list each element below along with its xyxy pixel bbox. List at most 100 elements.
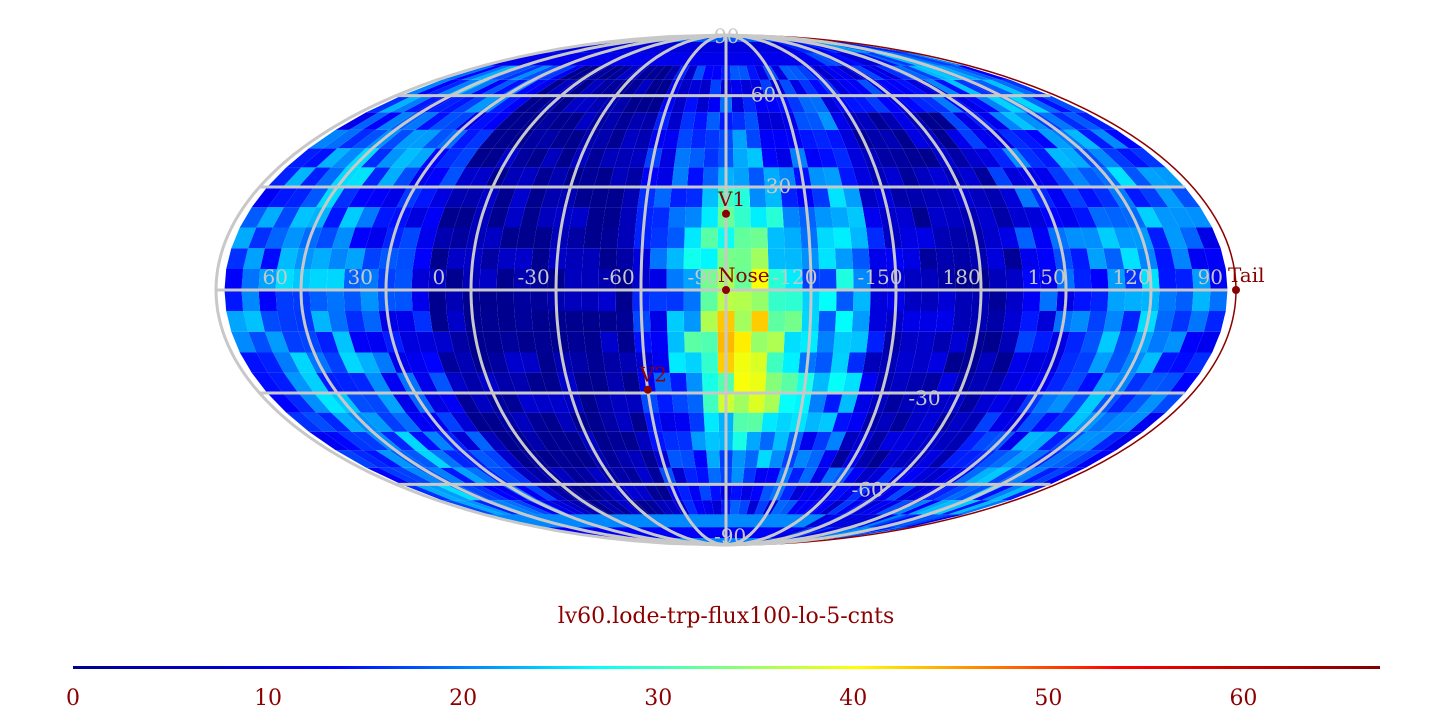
intensity-cell [573, 112, 598, 130]
intensity-cell [378, 467, 424, 485]
colorbar-tick-label: 30 [644, 686, 673, 711]
intensity-cell [837, 393, 859, 413]
intensity-cell [1010, 431, 1044, 451]
intensity-cell [957, 129, 988, 149]
intensity-cell [1080, 331, 1104, 353]
intensity-cell [591, 129, 614, 149]
intensity-cell [598, 269, 616, 290]
intensity-cell [563, 129, 588, 149]
intensity-cell [891, 500, 934, 515]
intensity-cell [1162, 227, 1188, 249]
intensity-cell [702, 167, 719, 187]
intensity-cell [446, 311, 467, 332]
intensity-cell [811, 372, 831, 393]
intensity-cell [915, 331, 936, 353]
intensity-cell [272, 207, 300, 228]
intensity-cell [666, 290, 684, 311]
intensity-cell [797, 95, 818, 113]
intensity-cell [867, 500, 905, 515]
intensity-cell [569, 207, 590, 228]
intensity-cell [835, 500, 866, 515]
intensity-cell [782, 207, 801, 228]
intensity-cell [480, 412, 507, 432]
intensity-cell [547, 167, 570, 187]
intensity-cell [833, 331, 852, 353]
intensity-cell [1044, 412, 1077, 432]
intensity-cell [851, 248, 870, 269]
intensity-cell [784, 248, 803, 269]
intensity-cell [970, 129, 1002, 149]
intensity-cell [846, 79, 875, 96]
intensity-cell [667, 227, 685, 249]
intensity-cell [828, 514, 868, 528]
intensity-cell [380, 187, 408, 208]
intensity-cell [1069, 248, 1091, 269]
intensity-cell [742, 467, 757, 485]
meridian-label: 60 [263, 265, 288, 289]
intensity-cell [351, 431, 389, 451]
intensity-cell [673, 412, 691, 432]
intensity-cell [327, 311, 349, 332]
intensity-cell [1073, 450, 1117, 468]
intensity-cell [1146, 227, 1171, 249]
intensity-cell [1044, 187, 1072, 208]
intensity-cell [561, 95, 589, 113]
intensity-cell [734, 248, 752, 269]
intensity-cell [549, 129, 574, 149]
intensity-cell [1158, 269, 1177, 290]
intensity-cell [595, 65, 626, 80]
intensity-cell [775, 42, 811, 53]
intensity-cell [585, 207, 606, 228]
intensity-cell [761, 412, 779, 432]
intensity-cell [808, 393, 828, 413]
intensity-cell [929, 467, 964, 485]
intensity-cell [808, 95, 830, 113]
intensity-cell [793, 450, 812, 468]
intensity-cell [658, 412, 677, 432]
intensity-cell [687, 167, 704, 187]
intensity-cell [1063, 331, 1087, 353]
intensity-cell [1120, 248, 1142, 269]
intensity-cell [507, 450, 537, 468]
intensity-cell [460, 187, 485, 208]
intensity-cell [897, 167, 921, 187]
intensity-cell [1023, 207, 1048, 228]
intensity-cell [842, 187, 863, 208]
intensity-cell [952, 311, 972, 332]
intensity-cell [780, 372, 799, 393]
intensity-cell [567, 500, 601, 515]
intensity-cell [803, 148, 823, 168]
intensity-cell [588, 484, 616, 501]
intensity-cell [763, 167, 781, 187]
intensity-cell [534, 450, 562, 468]
intensity-cell [932, 331, 953, 353]
intensity-cell [624, 167, 644, 187]
intensity-cell [956, 65, 1011, 80]
intensity-cell [982, 187, 1008, 208]
intensity-cell [805, 112, 826, 130]
intensity-cell [842, 372, 863, 393]
intensity-cell [1039, 95, 1086, 113]
intensity-cell [1175, 290, 1194, 311]
intensity-cell [404, 207, 429, 228]
intensity-cell [770, 65, 789, 80]
intensity-cell [935, 311, 955, 332]
intensity-cell [348, 450, 391, 468]
intensity-cell [793, 112, 812, 130]
intensity-cell [521, 129, 548, 149]
intensity-cell [511, 484, 548, 501]
intensity-cell [322, 207, 349, 228]
intensity-cell [360, 269, 379, 290]
marker-label: Nose [718, 263, 770, 287]
intensity-cell [1076, 431, 1115, 451]
intensity-cell [957, 431, 988, 451]
intensity-cell [415, 331, 438, 353]
intensity-cell [264, 331, 290, 353]
intensity-cell [683, 290, 701, 311]
intensity-cell [828, 52, 868, 66]
intensity-cell [507, 112, 537, 130]
intensity-cell [565, 311, 584, 332]
intensity-cell [668, 352, 686, 373]
intensity-cell [870, 269, 888, 290]
intensity-cell [767, 227, 785, 249]
